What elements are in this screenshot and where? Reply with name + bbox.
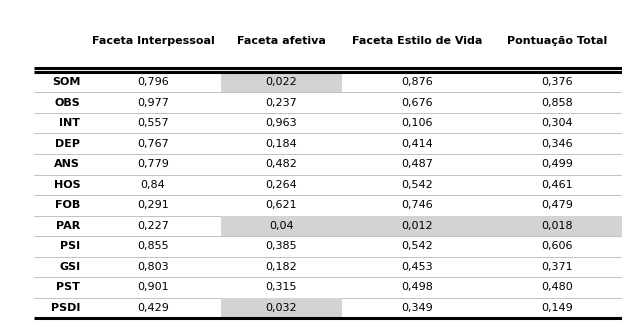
Text: 0,767: 0,767: [137, 139, 169, 149]
Text: GSI: GSI: [59, 262, 80, 272]
Text: 0,429: 0,429: [137, 303, 169, 313]
Text: 0,453: 0,453: [401, 262, 432, 272]
Text: DEP: DEP: [55, 139, 80, 149]
Text: HOS: HOS: [53, 180, 80, 190]
Text: 0,803: 0,803: [137, 262, 169, 272]
Text: PAR: PAR: [56, 221, 80, 231]
Text: Faceta afetiva: Faceta afetiva: [237, 36, 326, 45]
Text: 0,376: 0,376: [541, 77, 572, 87]
Text: 0,499: 0,499: [541, 159, 573, 169]
Text: 0,621: 0,621: [266, 200, 297, 210]
Text: 0,346: 0,346: [541, 139, 572, 149]
Text: 0,542: 0,542: [401, 180, 433, 190]
Text: 0,264: 0,264: [266, 180, 297, 190]
Bar: [342, 215, 491, 236]
Text: 0,012: 0,012: [401, 221, 432, 231]
Text: 0,237: 0,237: [266, 98, 297, 108]
Text: 0,182: 0,182: [266, 262, 297, 272]
Text: INT: INT: [59, 118, 80, 128]
Text: 0,542: 0,542: [401, 241, 433, 251]
Text: 0,479: 0,479: [541, 200, 573, 210]
Bar: [221, 72, 342, 92]
Text: 0,796: 0,796: [137, 77, 169, 87]
Text: ANS: ANS: [54, 159, 80, 169]
Bar: [491, 215, 622, 236]
Text: 0,606: 0,606: [541, 241, 572, 251]
Text: 0,385: 0,385: [266, 241, 297, 251]
Text: 0,106: 0,106: [401, 118, 432, 128]
Text: 0,371: 0,371: [541, 262, 572, 272]
Text: 0,291: 0,291: [137, 200, 169, 210]
Text: 0,018: 0,018: [541, 221, 572, 231]
Bar: [221, 215, 342, 236]
Text: 0,149: 0,149: [541, 303, 573, 313]
Text: 0,858: 0,858: [541, 98, 573, 108]
Text: 0,304: 0,304: [541, 118, 572, 128]
Text: 0,315: 0,315: [266, 283, 297, 292]
Text: 0,855: 0,855: [137, 241, 169, 251]
Text: 0,676: 0,676: [401, 98, 432, 108]
Text: 0,963: 0,963: [266, 118, 297, 128]
Text: FOB: FOB: [55, 200, 80, 210]
Text: 0,032: 0,032: [266, 303, 297, 313]
Text: OBS: OBS: [55, 98, 80, 108]
Text: 0,557: 0,557: [137, 118, 169, 128]
Text: Faceta Interpessoal: Faceta Interpessoal: [91, 36, 215, 45]
Text: 0,184: 0,184: [266, 139, 297, 149]
Text: 0,84: 0,84: [141, 180, 165, 190]
Text: 0,349: 0,349: [401, 303, 433, 313]
Text: 0,480: 0,480: [541, 283, 573, 292]
Text: 0,498: 0,498: [401, 283, 433, 292]
Text: 0,461: 0,461: [541, 180, 572, 190]
Text: 0,977: 0,977: [137, 98, 169, 108]
Text: 0,901: 0,901: [137, 283, 169, 292]
Text: 0,487: 0,487: [401, 159, 433, 169]
Text: PSDI: PSDI: [51, 303, 80, 313]
Text: 0,746: 0,746: [401, 200, 433, 210]
Text: Pontuação Total: Pontuação Total: [506, 36, 607, 45]
Text: 0,779: 0,779: [137, 159, 169, 169]
Text: 0,227: 0,227: [137, 221, 169, 231]
Text: 0,022: 0,022: [266, 77, 297, 87]
Text: 0,04: 0,04: [269, 221, 294, 231]
Text: 0,876: 0,876: [401, 77, 433, 87]
Bar: [221, 298, 342, 318]
Text: PSI: PSI: [60, 241, 80, 251]
Text: PST: PST: [57, 283, 80, 292]
Text: SOM: SOM: [52, 77, 80, 87]
Text: 0,414: 0,414: [401, 139, 433, 149]
Text: Faceta Estilo de Vida: Faceta Estilo de Vida: [351, 36, 482, 45]
Text: 0,482: 0,482: [266, 159, 297, 169]
